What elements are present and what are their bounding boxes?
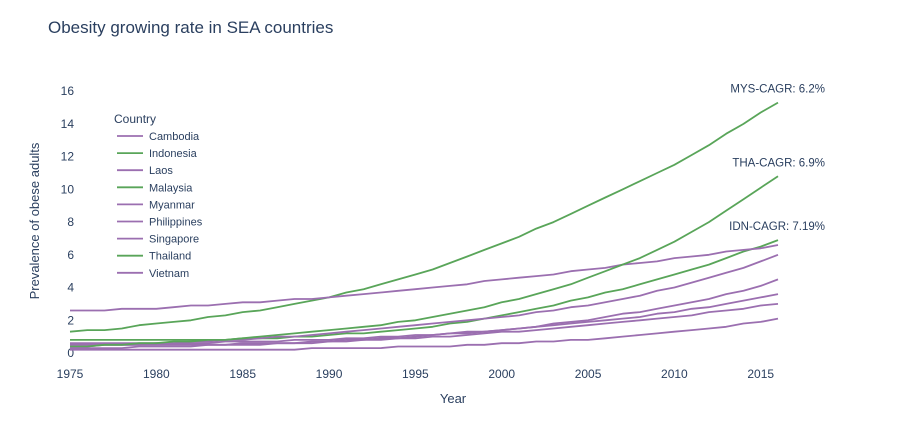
x-tick-label: 1990 bbox=[316, 367, 343, 381]
legend-item-malaysia[interactable]: Malaysia bbox=[117, 182, 193, 194]
x-tick-label: 1995 bbox=[402, 367, 429, 381]
y-tick-label: 16 bbox=[61, 84, 75, 98]
legend-label: Singapore bbox=[149, 234, 199, 246]
series-line-thailand bbox=[70, 175, 779, 348]
legend-item-indonesia[interactable]: Indonesia bbox=[117, 148, 198, 160]
cagr-annotation: THA-CAGR: 6.9% bbox=[732, 157, 825, 169]
y-tick-label: 12 bbox=[61, 150, 75, 164]
legend-label: Philippines bbox=[149, 217, 203, 229]
series-line-myanmar bbox=[70, 293, 779, 345]
series-line-singapore bbox=[70, 244, 779, 312]
x-tick-label: 1980 bbox=[143, 367, 170, 381]
y-tick-label: 8 bbox=[67, 215, 74, 229]
x-tick-label: 2010 bbox=[661, 367, 688, 381]
y-tick-label: 14 bbox=[61, 117, 75, 131]
series-line-vietnam bbox=[70, 303, 779, 350]
x-tick-label: 2015 bbox=[747, 367, 774, 381]
y-tick-label: 2 bbox=[67, 313, 74, 327]
x-tick-label: 2005 bbox=[575, 367, 602, 381]
legend-item-myanmar[interactable]: Myanmar bbox=[117, 199, 195, 211]
legend-item-laos[interactable]: Laos bbox=[117, 165, 173, 177]
legend-label: Cambodia bbox=[149, 131, 200, 143]
legend-label: Laos bbox=[149, 165, 173, 177]
legend-item-vietnam[interactable]: Vietnam bbox=[117, 268, 189, 280]
x-tick-label: 2000 bbox=[488, 367, 515, 381]
y-tick-label: 0 bbox=[67, 346, 74, 360]
legend-item-singapore[interactable]: Singapore bbox=[117, 234, 199, 246]
legend[interactable]: Country Cambodia Indonesia Laos Malaysia Mya… bbox=[114, 112, 203, 280]
legend-label: Thailand bbox=[149, 251, 191, 263]
legend-item-philippines[interactable]: Philippines bbox=[117, 217, 203, 229]
cagr-annotation: MYS-CAGR: 6.2% bbox=[730, 84, 825, 96]
legend-items[interactable]: Cambodia Indonesia Laos Malaysia Myanmar Phil… bbox=[117, 131, 203, 280]
series-line-malaysia bbox=[69, 101, 779, 333]
series-line-indonesia bbox=[70, 239, 779, 341]
x-tick-label: 1985 bbox=[229, 367, 256, 381]
legend-label: Indonesia bbox=[149, 148, 198, 160]
plot-lines bbox=[69, 101, 779, 351]
y-axis-ticks: 0 2 4 6 8 10 12 14 16 bbox=[61, 84, 75, 360]
legend-label: Myanmar bbox=[149, 199, 195, 211]
legend-label: Vietnam bbox=[149, 268, 189, 280]
legend-label: Malaysia bbox=[149, 182, 193, 194]
x-tick-label: 1975 bbox=[57, 367, 84, 381]
y-tick-label: 6 bbox=[67, 248, 74, 262]
y-axis-title: Prevalence of obese adults bbox=[27, 142, 42, 299]
x-axis-ticks: 1975 1980 1985 1990 1995 2000 2005 2010 2015 bbox=[57, 367, 775, 381]
legend-item-thailand[interactable]: Thailand bbox=[117, 251, 191, 263]
annotations: MYS-CAGR: 6.2% THA-CAGR: 6.9% IDN-CAGR: 7.… bbox=[729, 84, 825, 233]
y-tick-label: 4 bbox=[67, 281, 74, 295]
series-line-cambodia bbox=[70, 317, 779, 351]
x-axis-title: Year bbox=[440, 391, 467, 406]
legend-title: Country bbox=[114, 112, 156, 126]
chart-title: Obesity growing rate in SEA countries bbox=[48, 18, 333, 37]
legend-item-cambodia[interactable]: Cambodia bbox=[117, 131, 200, 143]
y-tick-label: 10 bbox=[61, 182, 75, 196]
cagr-annotation: IDN-CAGR: 7.19% bbox=[729, 221, 825, 233]
